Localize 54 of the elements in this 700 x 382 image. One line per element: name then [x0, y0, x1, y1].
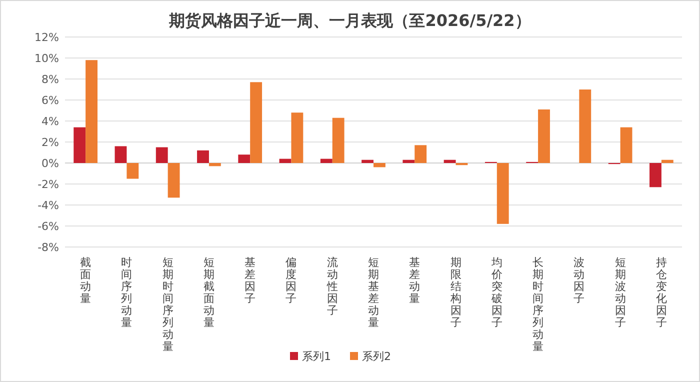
x-tick-label: 短期时间序列动量 — [162, 256, 174, 353]
x-tick-label: 波动因子 — [574, 256, 585, 305]
bar — [402, 160, 415, 163]
bar — [86, 60, 98, 163]
y-tick-label: -2% — [38, 178, 59, 191]
y-tick-label: -4% — [38, 198, 59, 212]
y-tick-label: 6% — [42, 94, 59, 107]
y-tick-label: -8% — [38, 240, 59, 254]
bar — [362, 160, 374, 163]
bar — [374, 163, 386, 168]
x-tick-label: 截面动量 — [80, 256, 92, 305]
legend-label: 系列2 — [362, 350, 391, 363]
bar — [197, 150, 209, 163]
x-tick-label: 期限结构因子 — [449, 256, 462, 329]
x-tick-label: 时间序列动量 — [121, 256, 132, 329]
y-tick-label: 10% — [34, 52, 59, 65]
bar — [168, 163, 180, 198]
bar — [291, 112, 304, 163]
x-tick-label: 基差动量 — [409, 256, 420, 305]
bar — [538, 109, 550, 163]
x-tick-label: 流动性因子 — [326, 256, 338, 317]
bar — [126, 163, 139, 179]
y-tick-label: 12% — [34, 30, 59, 44]
x-tick-label: 持仓变化因子 — [656, 256, 667, 329]
bar — [579, 90, 592, 163]
x-tick-label: 长期时间序列动量 — [532, 256, 544, 353]
bar — [650, 163, 662, 188]
y-tick-label: 2% — [42, 136, 59, 149]
y-tick-label: -6% — [38, 220, 59, 233]
bar — [156, 147, 168, 163]
y-tick-label: 0% — [42, 156, 59, 170]
chart-title: 期货风格因子近一周、一月表现（至2026/5/22） — [168, 11, 531, 30]
x-tick-label: 短期基差动量 — [368, 256, 379, 329]
y-tick-label: 8% — [42, 72, 59, 86]
bar — [238, 154, 250, 163]
y-tick-label: 4% — [42, 114, 59, 128]
legend-label: 系列1 — [302, 350, 331, 363]
bar — [620, 127, 632, 163]
x-tick-label: 短期波动因子 — [614, 256, 626, 329]
bar — [250, 82, 262, 163]
bar — [114, 146, 127, 163]
bar — [74, 127, 86, 163]
bar — [496, 163, 509, 224]
bar — [332, 118, 344, 163]
bar — [444, 160, 456, 163]
bar — [279, 158, 292, 163]
x-tick-label: 短期截面动量 — [203, 256, 214, 329]
bar — [661, 160, 674, 163]
bar — [320, 158, 332, 163]
x-tick-label: 基差因子 — [244, 256, 256, 305]
x-tick-label: 偏度因子 — [286, 256, 297, 305]
bar — [208, 163, 221, 166]
bar — [414, 145, 427, 163]
x-tick-label: 均价突破因子 — [490, 256, 502, 329]
